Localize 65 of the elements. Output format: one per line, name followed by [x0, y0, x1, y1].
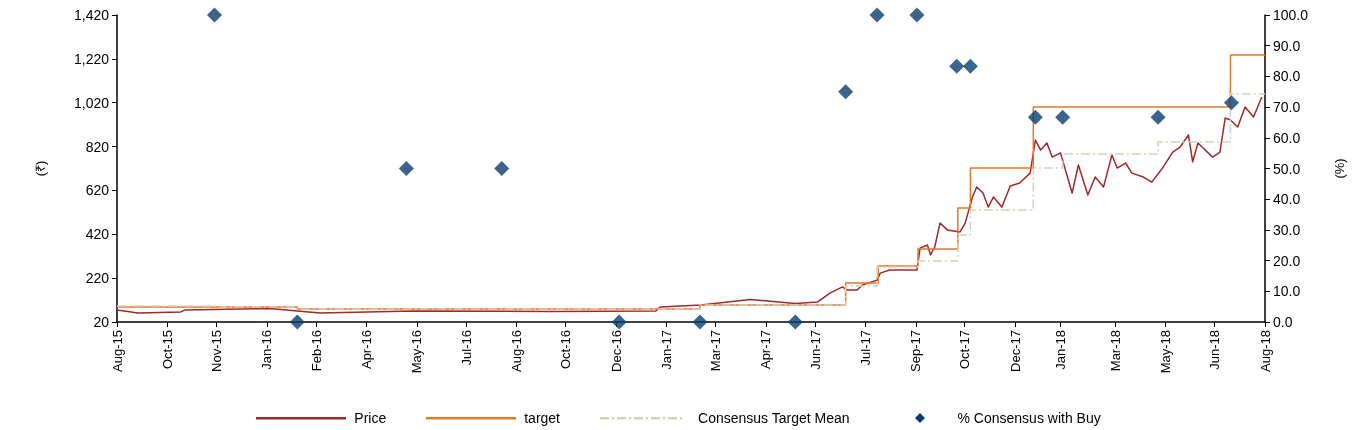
legend-label: Price	[354, 410, 387, 426]
x-tick-label: Mar-17	[708, 330, 724, 372]
point	[289, 314, 305, 330]
y2-tick-label: 50.0	[1273, 160, 1301, 177]
y-tick-label: 220	[85, 270, 110, 287]
x-tick-label: Jan-18	[1053, 330, 1069, 370]
x-tick-label: Dec-16	[608, 330, 624, 372]
y-tick-label: 620	[85, 182, 110, 199]
y-tick-label: 20	[93, 314, 110, 330]
x-tick-label: Apr-16	[359, 330, 375, 370]
point	[838, 84, 854, 100]
legend-label: target	[524, 410, 561, 426]
x-tick-label: Mar-18	[1107, 330, 1123, 372]
point	[207, 7, 222, 23]
y2-tick-label: 60.0	[1273, 129, 1301, 146]
x-tick-label: Dec-17	[1007, 330, 1023, 372]
legend-label: Consensus Target Mean	[698, 410, 850, 426]
point	[949, 58, 965, 74]
x-tick-label: Aug-18	[1257, 330, 1273, 372]
x-tick-label: May-16	[409, 330, 425, 374]
point	[398, 161, 414, 176]
x-tick-label: Apr-17	[758, 330, 774, 370]
y2-tick-label: 70.0	[1273, 99, 1301, 116]
x-tick-label: Aug-16	[508, 330, 524, 372]
point	[1150, 109, 1166, 125]
y-axis-title: (₹)	[33, 160, 48, 177]
point	[909, 7, 925, 23]
legend-label: % Consensus with Buy	[957, 410, 1101, 426]
x-tick-label: Sep-17	[908, 330, 924, 372]
y2-tick-label: 20.0	[1273, 252, 1301, 269]
y2-tick-label: 100.0	[1273, 7, 1309, 23]
y2-tick-label: 40.0	[1273, 191, 1301, 208]
point	[962, 58, 978, 74]
x-tick-label: Jul-17	[858, 330, 874, 366]
x-tick-label: Oct-16	[558, 330, 574, 370]
x-tick-label: Jun-18	[1207, 330, 1223, 370]
x-tick-label: Nov-15	[209, 330, 225, 372]
point	[494, 161, 510, 176]
y2-tick-label: 0.0	[1273, 314, 1293, 330]
x-tick-label: Aug-15	[109, 330, 125, 372]
y2-tick-label: 10.0	[1273, 283, 1301, 300]
point	[1027, 109, 1043, 125]
y-tick-label: 1,420	[73, 7, 110, 23]
x-tick-label: Jan-17	[658, 330, 674, 370]
x-tick-label: Jan-16	[259, 330, 275, 370]
x-tick-label: Oct-17	[956, 330, 972, 370]
point	[1223, 95, 1239, 111]
x-tick-label: May-18	[1157, 330, 1173, 374]
point	[1055, 109, 1071, 125]
point	[611, 314, 627, 330]
y-tick-label: 1,220	[73, 50, 110, 67]
y-tick-label: 420	[85, 226, 110, 243]
y-tick-label: 1,020	[73, 94, 110, 111]
x-tick-label: Oct-15	[159, 330, 175, 370]
y2-tick-label: 80.0	[1273, 68, 1301, 85]
y2-tick-label: 90.0	[1273, 37, 1301, 54]
x-tick-label: Jun-17	[807, 330, 823, 370]
y-tick-label: 820	[85, 138, 110, 155]
point	[692, 314, 708, 330]
x-tick-label: Jul-16	[458, 330, 474, 366]
point	[787, 314, 803, 330]
y2-tick-label: 30.0	[1273, 221, 1301, 238]
y2-axis-title: (%)	[1332, 158, 1347, 179]
x-tick-label: Feb-16	[308, 330, 324, 372]
point	[869, 7, 885, 23]
